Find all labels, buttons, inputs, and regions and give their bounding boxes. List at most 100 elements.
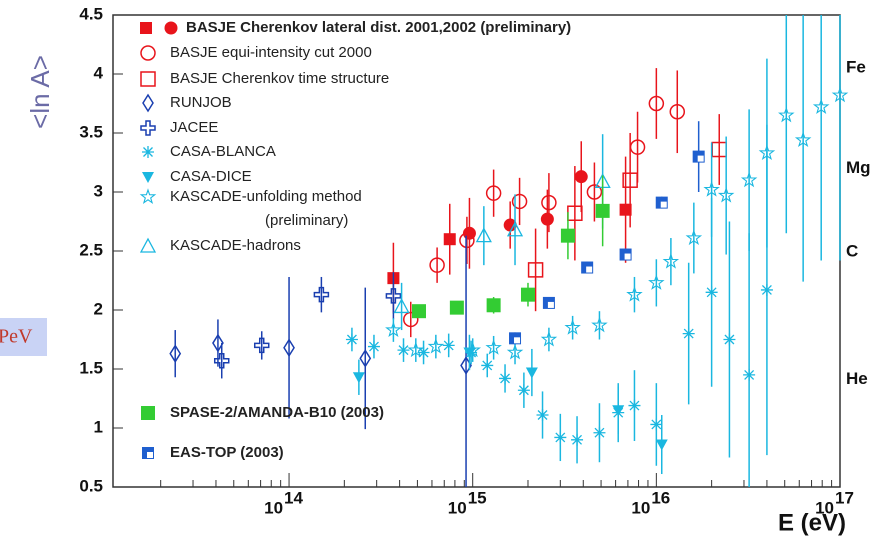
point: [283, 338, 295, 358]
point: [571, 433, 584, 446]
point: [520, 287, 535, 302]
marker-shape: [459, 232, 475, 249]
legend-label: SPASE-2/AMANDA-B10 (2003): [170, 404, 384, 421]
marker-shape: [794, 131, 812, 148]
marker-shape: [147, 452, 153, 458]
point: [586, 184, 603, 200]
point: [443, 233, 456, 246]
point: [628, 399, 641, 412]
marker-shape: [140, 45, 156, 61]
legend-label: BASJE equi-intensity cut 2000: [170, 44, 372, 61]
point: [212, 333, 224, 353]
marker-shape: [139, 237, 157, 253]
point: [717, 186, 735, 203]
marker-shape: [628, 399, 641, 412]
y-tick-label: 4.5: [79, 4, 103, 23]
marker-shape: [626, 286, 643, 302]
legend-label: CASA-BLANCA: [170, 143, 276, 160]
marker-shape: [758, 144, 776, 161]
marker-shape: [514, 337, 521, 344]
legend-label: RUNJOB: [170, 94, 232, 111]
legend-note: (preliminary): [265, 212, 348, 229]
x-tick-label: 10: [631, 498, 650, 517]
point: [427, 337, 445, 354]
point: [527, 262, 544, 278]
point: [574, 170, 588, 184]
point: [485, 339, 502, 355]
marker-shape: [564, 319, 581, 335]
marker-shape: [682, 327, 695, 340]
marker-shape: [595, 203, 610, 218]
point: [564, 319, 581, 335]
marker-shape: [449, 300, 464, 315]
marker-shape: [554, 431, 567, 444]
point: [655, 439, 668, 451]
legend-label: CASA-DICE: [170, 168, 252, 185]
point: [648, 95, 665, 112]
marker-shape: [705, 286, 718, 299]
marker-shape: [540, 212, 554, 226]
x-tick-exponent: 15: [468, 488, 487, 507]
marker-shape: [586, 184, 603, 200]
point: [536, 409, 549, 422]
marker-shape: [660, 201, 667, 208]
marker-shape: [481, 359, 494, 372]
marker-shape: [313, 286, 330, 303]
marker-shape: [506, 221, 524, 237]
point: [626, 286, 643, 302]
marker-shape: [541, 194, 557, 211]
marker-shape: [540, 330, 558, 347]
legend-label: BASJE Cherenkov lateral dist. 2001,2002 …: [186, 19, 571, 36]
point: [142, 146, 154, 158]
marker-shape: [367, 340, 380, 353]
marker-shape: [517, 384, 530, 397]
point: [758, 144, 776, 161]
point: [662, 252, 680, 269]
point: [648, 274, 665, 290]
annotation: He: [846, 369, 868, 388]
marker-shape: [650, 418, 663, 431]
y-tick-label: 3: [94, 181, 103, 200]
point: [619, 203, 632, 216]
point: [560, 228, 575, 243]
point: [503, 218, 517, 232]
marker-shape: [142, 172, 154, 183]
point: [442, 339, 455, 352]
point: [740, 171, 758, 188]
marker-shape: [411, 304, 426, 319]
marker-shape: [385, 321, 402, 338]
marker-shape: [740, 171, 758, 188]
point: [411, 304, 426, 319]
y-tick-label: 4: [94, 63, 104, 82]
marker-shape: [403, 311, 419, 328]
marker-shape: [511, 193, 528, 210]
point: [517, 384, 530, 397]
marker-shape: [485, 185, 502, 201]
marker-shape: [427, 337, 445, 354]
point: [481, 359, 494, 372]
marker-shape: [778, 106, 795, 123]
marker-shape: [283, 338, 295, 358]
y-tick-label: 1: [94, 417, 103, 436]
point: [393, 298, 410, 314]
marker-shape: [812, 98, 830, 115]
point: [142, 447, 154, 459]
marker-shape: [393, 298, 410, 314]
point: [612, 405, 625, 417]
legend-label: JACEE: [170, 119, 218, 136]
marker-shape: [141, 406, 155, 420]
y-tick-label: 2: [94, 299, 103, 318]
point: [407, 341, 425, 358]
point: [385, 321, 402, 338]
x-tick-label: 10: [264, 498, 283, 517]
point: [429, 257, 445, 273]
marker-shape: [352, 372, 365, 384]
point: [367, 340, 380, 353]
marker-shape: [140, 22, 152, 34]
marker-shape: [593, 426, 606, 439]
point: [723, 333, 736, 346]
point: [359, 348, 372, 368]
point: [397, 344, 410, 357]
point: [475, 227, 492, 243]
marker-shape: [212, 333, 224, 353]
